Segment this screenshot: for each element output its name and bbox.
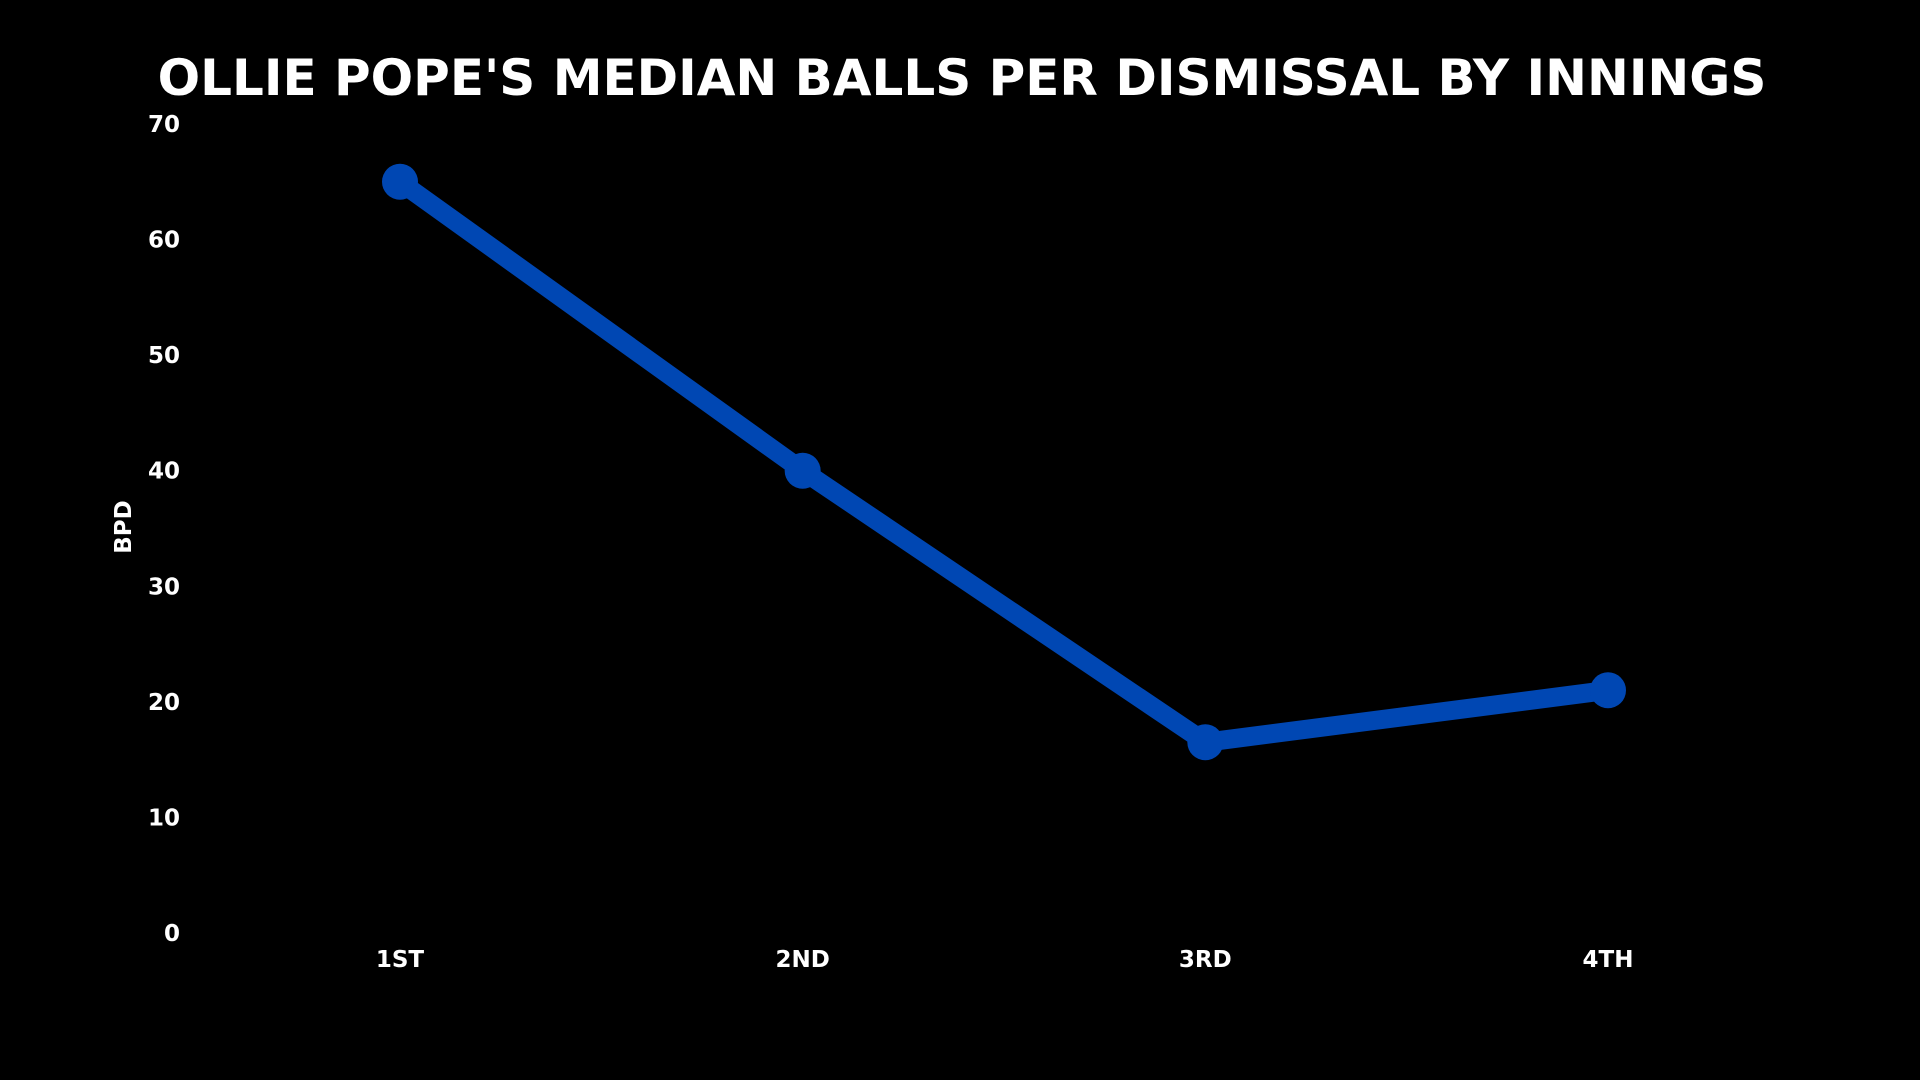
y-axis-ticks: 0 10 20 30 40 50 60 70	[148, 112, 180, 947]
y-tick-label: 50	[148, 343, 180, 369]
data-point	[382, 163, 418, 200]
chart-title: OLLIE POPE'S MEDIAN BALLS PER DISMISSAL …	[158, 49, 1767, 107]
y-tick-label: 70	[148, 112, 180, 138]
x-tick-label: 1ST	[376, 947, 425, 973]
data-point	[784, 452, 821, 489]
data-point	[1590, 672, 1626, 709]
y-axis-label: BPD	[111, 500, 137, 553]
series-line	[390, 172, 1618, 752]
data-point	[1187, 724, 1224, 761]
y-tick-label: 20	[148, 690, 180, 716]
x-tick-label: 4TH	[1583, 947, 1634, 973]
x-axis-ticks: 1ST 2ND 3RD 4TH	[376, 947, 1634, 973]
x-tick-label: 3RD	[1179, 947, 1232, 973]
x-tick-label: 2ND	[775, 947, 829, 973]
series-layer	[382, 163, 1626, 761]
y-tick-label: 0	[164, 921, 180, 947]
y-tick-label: 30	[148, 574, 180, 600]
y-tick-label: 10	[148, 805, 180, 831]
y-tick-label: 60	[148, 228, 180, 254]
y-tick-label: 40	[148, 459, 180, 485]
